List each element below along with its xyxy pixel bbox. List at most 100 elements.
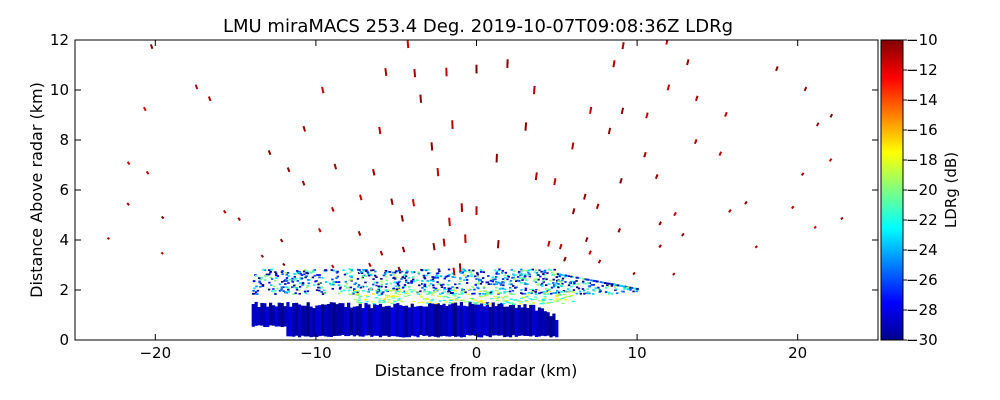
echo-cell: [330, 269, 333, 271]
echo-cell: [380, 277, 383, 280]
colorbar: −30 −28 −26 −24 −22 −20 −18 −16 −14 −12 −10 LDRg (…: [880, 31, 960, 349]
echo-cell: [309, 271, 312, 274]
echo-cell: [392, 290, 397, 292]
echo-dash: [397, 266, 402, 272]
echo-cell: [583, 278, 587, 281]
echo-cell: [622, 290, 625, 293]
echo-cell: [316, 274, 319, 276]
echo-cell: [365, 285, 368, 288]
echo-cell: [628, 287, 632, 290]
echo-cell: [448, 290, 451, 293]
echo-cell: [426, 280, 430, 282]
echo-cell: [552, 313, 556, 337]
echo-cell: [518, 279, 521, 282]
y-tick-label: 10: [50, 81, 69, 99]
echo-cell: [382, 301, 386, 304]
echo-cell: [397, 298, 401, 300]
echo-cell: [412, 280, 416, 283]
echo-cell: [572, 300, 576, 303]
echo-cell: [274, 289, 277, 292]
echo-cell: [353, 299, 357, 301]
echo-cell: [321, 276, 324, 279]
echo-cell: [425, 302, 429, 304]
echo-cell: [355, 301, 360, 303]
echo-cell: [513, 274, 516, 276]
echo-cell: [598, 288, 602, 291]
echo-cell: [479, 271, 483, 273]
echo-cell: [486, 281, 490, 284]
echo-cell: [434, 287, 438, 290]
echo-cell: [319, 282, 322, 284]
echo-cell: [279, 289, 283, 292]
echo-cell: [473, 299, 477, 301]
echo-cell: [520, 282, 523, 284]
echo-cell: [298, 292, 301, 295]
echo-cell: [374, 270, 377, 273]
echo-cell: [461, 288, 464, 291]
echo-cell: [436, 276, 439, 279]
echo-cell: [512, 285, 515, 287]
echo-cell: [525, 296, 529, 298]
echo-cell: [356, 293, 360, 295]
echo-cell: [419, 296, 423, 298]
echo-cell: [408, 286, 411, 288]
echo-dash: [301, 180, 306, 186]
echo-cell: [543, 273, 546, 276]
echo-cell: [254, 301, 258, 326]
echo-cell: [520, 274, 523, 276]
echo-cell: [498, 288, 502, 290]
echo-cell: [306, 302, 310, 337]
echo-cell: [477, 287, 480, 290]
echo-cell: [396, 290, 400, 293]
echo-cell: [516, 279, 520, 282]
echo-cell: [360, 272, 364, 274]
echo-cell: [417, 272, 421, 275]
echo-cell: [257, 307, 261, 326]
echo-dash: [693, 138, 698, 145]
echo-cell: [452, 294, 456, 296]
echo-cell: [559, 273, 562, 276]
echo-cell: [354, 282, 358, 285]
echo-cell: [332, 283, 335, 286]
echo-cell: [381, 306, 385, 336]
echo-cell: [542, 302, 546, 305]
echo-cell: [416, 306, 420, 338]
echo-cell: [392, 295, 396, 298]
echo-cell: [530, 292, 533, 294]
echo-cell: [561, 282, 564, 285]
echo-cell: [543, 293, 547, 296]
echo-cell: [362, 268, 365, 271]
echo-cell: [552, 292, 555, 294]
echo-cell: [303, 290, 307, 293]
colorbar-tick-label: −28: [906, 301, 938, 319]
echo-cell: [517, 305, 521, 336]
echo-cell: [319, 286, 322, 289]
echo-cell: [337, 284, 341, 287]
echo-cell: [494, 286, 498, 289]
echo-cell: [599, 290, 602, 293]
echo-cell: [592, 283, 595, 286]
echo-cell: [287, 290, 291, 293]
echo-cell: [291, 286, 294, 289]
echo-cell: [303, 273, 306, 276]
echo-cell: [483, 295, 487, 297]
echo-cell: [484, 293, 487, 295]
colorbar-gradient: [880, 39, 904, 341]
echo-cell: [391, 271, 395, 274]
echo-cell: [512, 293, 517, 296]
echo-cell: [353, 287, 356, 290]
echo-cell: [623, 287, 627, 290]
echo-cell: [588, 285, 591, 288]
echo-cell: [286, 271, 290, 274]
echo-cell: [497, 292, 500, 295]
echo-cell: [564, 299, 568, 301]
echo-cell: [394, 285, 398, 288]
echo-cell: [372, 283, 375, 286]
echo-cell: [280, 271, 284, 273]
echo-cell: [544, 288, 548, 290]
echo-cell: [545, 284, 548, 287]
echo-cell: [397, 284, 401, 287]
echo-cell: [436, 303, 440, 338]
echo-cell: [341, 303, 345, 336]
echo-cell: [533, 296, 538, 298]
